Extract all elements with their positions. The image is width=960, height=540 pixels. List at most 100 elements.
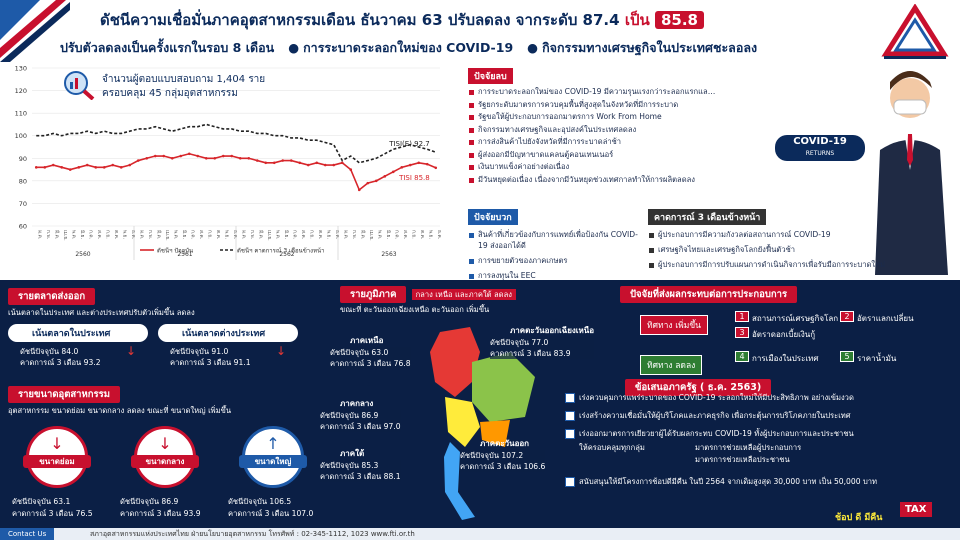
point [221,154,225,158]
x-tick-label: มี.ค. [359,230,366,239]
size-circle: ↓ ขนาดกลาง [131,426,199,488]
point [102,166,106,169]
x-tick-label: ก.ค. [393,230,398,239]
size-card: ↓ ขนาดย่อม ดัชนีปัจจุบัน 63.1 คาดการณ์ 3 เด… [8,424,113,534]
market-cards: เน้นตลาดในประเทศ ดัชนีปัจจุบัน 84.0 คาดการ… [8,318,328,378]
direction: ทิศทาง ลดลง [640,355,703,375]
list-item: กิจกรรมทางเศรษฐกิจและอุปสงค์ในประเทศลดลง [468,124,718,137]
size-name: ขนาดใหญ่ [239,455,307,468]
impact-groups: ทิศทาง เพิ่มขึ้น 1 สถานการณ์เศรษฐกิจโลก 2 อั… [620,303,955,381]
size-line: ดัชนีปัจจุบัน 63.1 [12,497,71,506]
x-tick-label: ต.ค. [317,230,322,239]
survey-icon [64,71,95,100]
point [264,161,268,165]
point [196,154,200,158]
y-tick-label: 120 [15,87,27,95]
section-title: รายตลาดส่งออก [8,288,96,305]
proposal-item: เร่งออกมาตรการเยียวยาผู้ได้รับผลกระทบ CO… [579,429,854,438]
list-item: ผู้ประกอบการมีการปรับแผนการดำเนินกิจการเ… [648,259,888,270]
size-card: ↑ ขนาดใหญ่ ดัชนีปัจจุบัน 106.5 คาดการณ์ 3 เ… [224,424,329,534]
list-item: รัฐยกระดับมาตรการควบคุมพื้นที่สูงสุดในจั… [468,99,718,112]
point [136,159,140,162]
item-text: อัตราดอกเบี้ยเงินกู้ [752,330,816,339]
x-tick-label: ก.ย. [308,230,313,239]
list-item: การส่งสินค้าไปยังจังหวัดที่มีการระบาดล่า… [468,136,718,149]
forecast-list: ผู้ประกอบการมีความกังวลต่อสถานการณ์ COVI… [648,229,888,270]
arrow: ↓ [158,434,172,453]
point [213,156,217,160]
point [400,166,404,169]
x-tick-label: เม.ย. [266,230,271,241]
size-line: ดัชนีปัจจุบัน 86.9 [120,497,179,506]
bullet-dot: ● [288,40,300,55]
footer-contact: Contact Us [0,528,55,540]
section-title: รายภูมิภาค [340,286,407,303]
businessman [875,71,948,275]
point [34,166,38,169]
subtitle: ปรับตัวลดลงเป็นครั้งแรกในรอบ 8 เดือน [60,40,275,55]
x-tick-label: พ.ย. [427,230,433,239]
x-group-label: 2563 [381,251,396,258]
positive-list: สินค้าที่เกี่ยวข้องกับการแพทย์เพื่อป้องก… [468,229,640,281]
proposal-list: เร่งควบคุมการแพร่ระบาดของ COVID-19 ระลอก… [565,392,955,527]
region-label: ภาคตะวันออก ดัชนีปัจจุบัน 107.2 คาดการณ์ 3… [460,437,546,472]
x-tick-label: มิ.ย. [385,230,391,239]
x-tick-label: ม.ค. [240,230,245,239]
header-stripes [0,0,70,62]
x-tick-label: ก.ย. [206,230,211,239]
x-tick-label: ก.พ. [249,230,255,239]
point [255,159,259,162]
size-line: ดัชนีปัจจุบัน 106.5 [228,497,292,506]
arrow: ↑ [266,434,280,453]
list-item: มีวันหยุดต่อเนื่อง เนื่องจากมีวันหยุดช่ว… [468,174,718,187]
point [332,163,336,167]
region-line: ดัชนีปัจจุบัน 85.3 [320,460,401,471]
point [298,161,302,165]
series-line [36,152,437,192]
point [323,163,327,167]
point [340,161,344,165]
x-tick-label: ม.ค. [342,230,347,239]
item-text: การเมืองในประเทศ [752,354,819,363]
x-tick-label: พ.ย. [223,230,229,239]
direction: ทิศทาง เพิ่มขึ้น [640,315,708,335]
y-tick-label: 110 [15,110,27,118]
x-tick-label: ส.ค. [402,230,408,239]
point [43,166,47,169]
covid-badge: COVID-19 RETURNS [775,135,865,161]
badge-title: COVID-19 [793,136,847,147]
footer: Contact Us สภาอุตสาหกรรมแห่งประเทศไทย ฝ่… [0,528,960,540]
list-item: ผู้ประกอบการมีความกังวลต่อสถานการณ์ COVI… [648,229,888,240]
point [391,170,395,174]
point [111,163,115,167]
proposal-sub-lead: ให้ครอบคลุมทุกกลุ่ม [579,443,645,452]
positive-panel: ปัจจัยบวก สินค้าที่เกี่ยวข้องกับการแพทย์… [468,205,640,281]
footer-text: สภาอุตสาหกรรมแห่งประเทศไทย ฝ่ายนโยบายอุต… [90,530,415,538]
x-tick-label: พ.ย. [325,230,331,239]
point [281,159,285,162]
checkbox [565,429,575,439]
point [85,163,89,167]
x-tick-label: ส.ค. [96,230,102,239]
point [204,156,208,160]
size-card: ↓ ขนาดกลาง ดัชนีปัจจุบัน 86.9 คาดการณ์ 3 เด… [116,424,221,534]
region-line: ดัชนีปัจจุบัน 77.0 [490,337,595,348]
x-tick-label: ก.ย. [410,230,415,239]
region-line: ดัชนีปัจจุบัน 63.0 [330,347,411,358]
title-text: ดัชนีความเชื่อมั่นภาคอุตสาหกรรมเดือน ธัน… [100,11,620,29]
region-line: คาดการณ์ 3 เดือน 76.8 [330,358,411,369]
proposal-tag: ช้อป ดี มีคืน [835,513,883,523]
survey-text: ครอบคลุม 45 กลุ่มอุตสาหกรรม [102,88,238,99]
market-card: เน้นตลาดต่างประเทศ ดัชนีปัจจุบัน 91.0 คาดก… [158,324,298,376]
point [238,156,242,160]
item-no: 4 [735,351,749,362]
checkbox [565,477,575,487]
card-line: ดัชนีปัจจุบัน 84.0 [20,347,79,356]
list-item: เศรษฐกิจไทยและเศรษฐกิจโลกยังฟื้นตัวช้า [648,244,888,255]
point [128,163,132,167]
list-item: สินค้าที่เกี่ยวข้องกับการแพทย์เพื่อป้องก… [468,229,640,251]
proposal-item: สนับสนุนให้มีโครงการช้อปดีมีคืน ในปี 256… [579,477,878,486]
item-no: 2 [840,311,854,322]
point [179,154,183,158]
region-name: ภาคเหนือ [350,336,384,345]
